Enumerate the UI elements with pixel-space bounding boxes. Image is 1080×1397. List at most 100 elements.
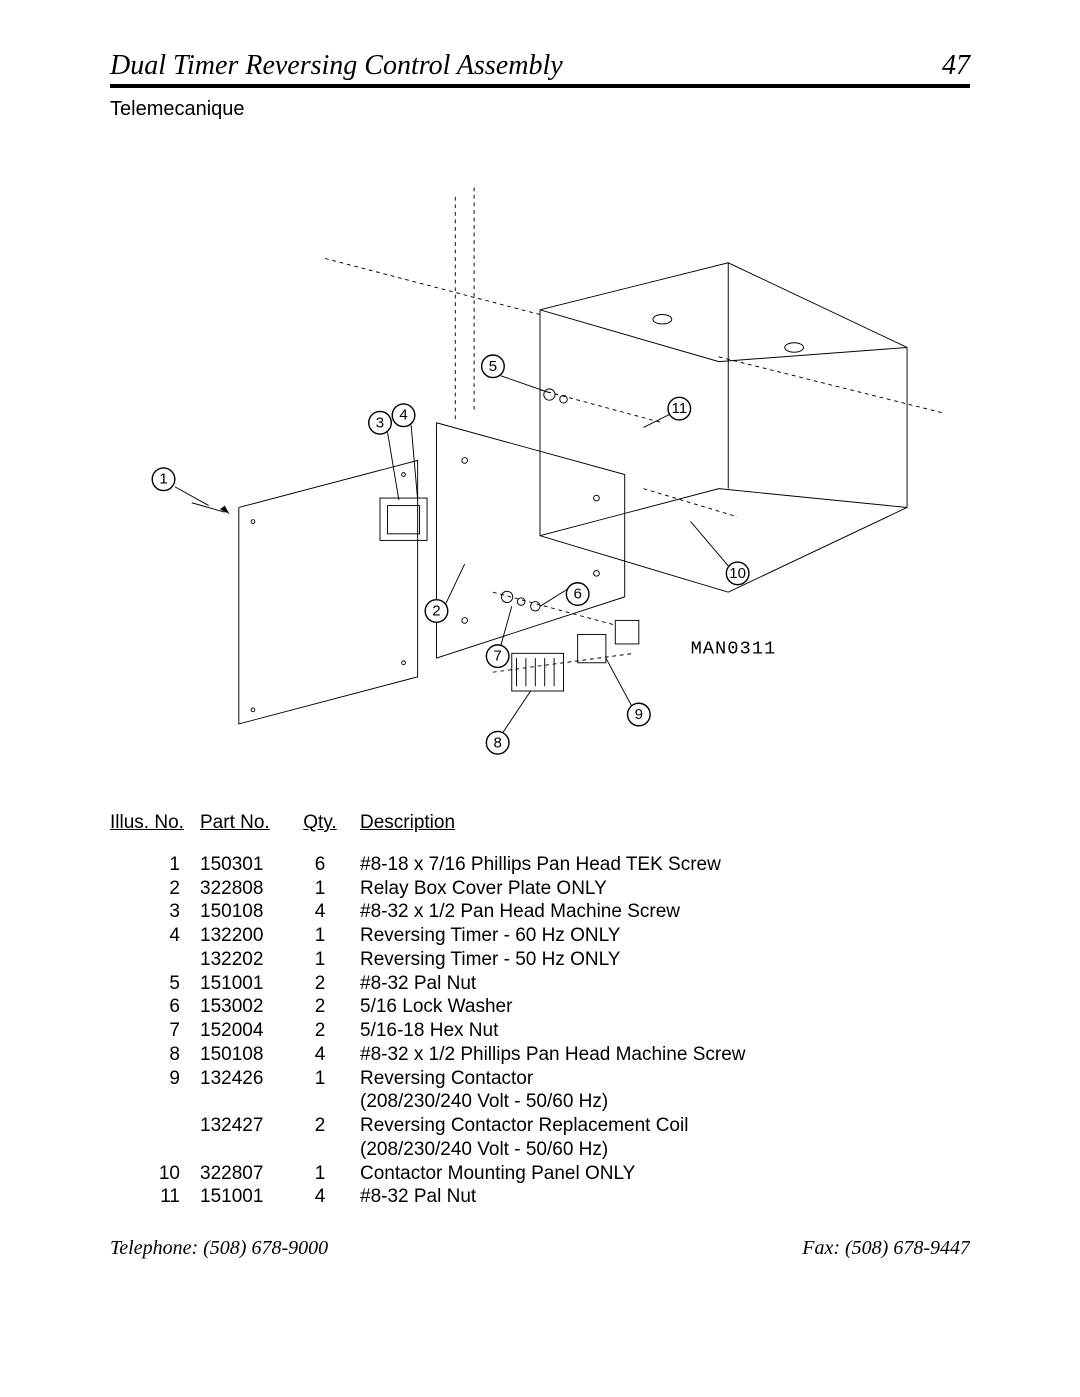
cell-illus: 9 [110,1067,200,1091]
table-body: 11503016#8-18 x 7/16 Phillips Pan Head T… [110,853,970,1209]
cell-part: 152004 [200,1019,290,1043]
table-row: 23228081Relay Box Cover Plate ONLY [110,877,970,901]
footer-fax: Fax: (508) 678-9447 [802,1237,970,1259]
cell-desc: Reversing Timer - 60 Hz ONLY [350,924,970,948]
page-title: Dual Timer Reversing Control Assembly [110,50,563,82]
cell-illus: 8 [110,1043,200,1067]
table-row: 715200425/16-18 Hex Nut [110,1019,970,1043]
col-header-illus: Illus. No. [110,811,200,835]
col-header-desc: Description [350,811,970,835]
cell-desc: Reversing Contactor Replacement Coil [350,1114,970,1138]
cell-part: 322808 [200,877,290,901]
cell-qty: 1 [290,1067,350,1091]
callout-number: 4 [399,407,407,424]
cell-qty [290,1138,350,1162]
table-row: 41322001Reversing Timer - 60 Hz ONLY [110,924,970,948]
cell-desc: #8-18 x 7/16 Phillips Pan Head TEK Screw [350,853,970,877]
table-row: (208/230/240 Volt - 50/60 Hz) [110,1138,970,1162]
cell-part: 150108 [200,1043,290,1067]
cell-qty: 2 [290,995,350,1019]
table-row: 31501084#8-32 x 1/2 Pan Head Machine Scr… [110,900,970,924]
table-row: 111510014#8-32 Pal Nut [110,1185,970,1209]
cell-desc: 5/16-18 Hex Nut [350,1019,970,1043]
table-row: 51510012#8-32 Pal Nut [110,972,970,996]
table-row: 615300225/16 Lock Washer [110,995,970,1019]
cell-illus: 4 [110,924,200,948]
callout-number: 9 [635,706,643,723]
cell-illus: 6 [110,995,200,1019]
footer-telephone: Telephone: (508) 678-9000 [110,1237,328,1259]
footer-row: Telephone: (508) 678-9000 Fax: (508) 678… [110,1237,970,1259]
callout-number: 2 [432,603,440,620]
cell-qty: 2 [290,1019,350,1043]
cell-part: 150108 [200,900,290,924]
callout-number: 7 [493,648,501,665]
header-row: Dual Timer Reversing Control Assembly 47 [110,50,970,88]
cell-qty: 4 [290,900,350,924]
cell-qty: 2 [290,972,350,996]
cell-qty: 2 [290,1114,350,1138]
cell-qty: 1 [290,1162,350,1186]
cell-qty: 1 [290,877,350,901]
table-row: 11503016#8-18 x 7/16 Phillips Pan Head T… [110,853,970,877]
cell-illus: 3 [110,900,200,924]
cell-illus [110,1138,200,1162]
cell-desc: #8-32 Pal Nut [350,972,970,996]
callout-number: 8 [493,734,501,751]
cell-illus: 2 [110,877,200,901]
cell-illus: 11 [110,1185,200,1209]
cell-desc: #8-32 x 1/2 Pan Head Machine Screw [350,900,970,924]
callout-number: 11 [671,400,687,417]
table-row: 91324261Reversing Contactor [110,1067,970,1091]
page: Dual Timer Reversing Control Assembly 47… [0,0,1080,1289]
cell-desc: Reversing Timer - 50 Hz ONLY [350,948,970,972]
cell-illus [110,1114,200,1138]
cell-desc: Relay Box Cover Plate ONLY [350,877,970,901]
cell-desc: #8-32 Pal Nut [350,1185,970,1209]
table-row: 81501084#8-32 x 1/2 Phillips Pan Head Ma… [110,1043,970,1067]
cell-illus: 7 [110,1019,200,1043]
table-row: 1324272Reversing Contactor Replacement C… [110,1114,970,1138]
cell-qty [290,1090,350,1114]
parts-table: Illus. No. Part No. Qty. Description 115… [110,811,970,1209]
cell-part: 150301 [200,853,290,877]
cell-illus [110,948,200,972]
brand-subtitle: Telemecanique [110,98,970,121]
cell-part [200,1090,290,1114]
cell-desc: Reversing Contactor [350,1067,970,1091]
cell-qty: 1 [290,924,350,948]
callout-number: 3 [376,414,384,431]
table-row: (208/230/240 Volt - 50/60 Hz) [110,1090,970,1114]
callout-number: 1 [159,471,167,488]
cell-desc: Contactor Mounting Panel ONLY [350,1162,970,1186]
callout-number: 10 [729,565,746,582]
cell-qty: 4 [290,1185,350,1209]
cell-part: 132426 [200,1067,290,1091]
cell-part: 151001 [200,1185,290,1209]
cell-part: 153002 [200,995,290,1019]
cell-part: 132200 [200,924,290,948]
col-header-qty: Qty. [290,811,350,835]
cell-qty: 6 [290,853,350,877]
cell-part: 132427 [200,1114,290,1138]
diagram-svg: MAN0311 1 34 5 2 6 7 8 9 10 11 [110,131,970,771]
cell-desc: #8-32 x 1/2 Phillips Pan Head Machine Sc… [350,1043,970,1067]
table-row: 103228071Contactor Mounting Panel ONLY [110,1162,970,1186]
callout-number: 5 [489,358,497,375]
cell-desc: (208/230/240 Volt - 50/60 Hz) [350,1138,970,1162]
cell-desc: 5/16 Lock Washer [350,995,970,1019]
cell-part: 322807 [200,1162,290,1186]
exploded-diagram: MAN0311 1 34 5 2 6 7 8 9 10 11 [110,131,970,771]
cell-part: 132202 [200,948,290,972]
callout-number: 6 [573,586,581,603]
cell-desc: (208/230/240 Volt - 50/60 Hz) [350,1090,970,1114]
cell-illus: 1 [110,853,200,877]
drawing-code: MAN0311 [691,637,777,659]
col-header-part: Part No. [200,811,290,835]
cell-qty: 4 [290,1043,350,1067]
cell-part [200,1138,290,1162]
cell-part: 151001 [200,972,290,996]
cell-illus: 10 [110,1162,200,1186]
cell-illus: 5 [110,972,200,996]
page-number: 47 [942,50,970,82]
